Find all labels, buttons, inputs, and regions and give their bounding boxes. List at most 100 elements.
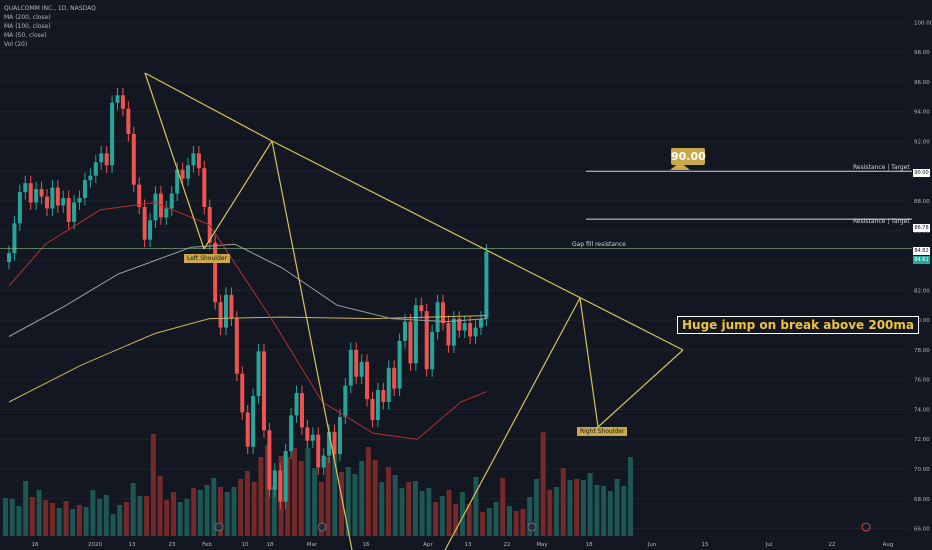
candle-body: [115, 95, 120, 103]
x-tick-label: Jun: [647, 542, 657, 548]
candle-body: [126, 108, 131, 134]
candle-body: [196, 153, 201, 169]
x-tick-label: 18: [586, 542, 593, 548]
candle-body: [191, 153, 196, 166]
candle-body: [321, 455, 326, 468]
volume-bar: [258, 457, 264, 536]
volume-bar: [231, 487, 237, 536]
candle-body: [61, 198, 66, 206]
legend-ma100: MA (100, close): [4, 23, 51, 30]
volume-bar: [312, 468, 318, 536]
volume-bar: [197, 490, 203, 536]
volume-bar: [70, 509, 76, 536]
volume-bar: [392, 475, 398, 536]
volume-bar: [36, 490, 42, 536]
candle-body: [17, 192, 22, 224]
volume-bar: [446, 490, 452, 536]
volume-bar: [621, 486, 627, 536]
candle-body: [120, 95, 125, 109]
candle-body: [66, 198, 71, 222]
earnings-icon: [527, 522, 537, 532]
candle-body: [44, 196, 49, 209]
y-tick-label: 96.00: [914, 80, 930, 86]
candle-body: [240, 373, 245, 413]
ma100-line: [8, 243, 487, 337]
x-tick-label: 10: [242, 542, 249, 548]
candle-body: [299, 393, 304, 428]
candle-body: [397, 340, 402, 389]
volume-bar: [318, 482, 324, 536]
legend-symbol: QUALCOMM INC., 1D, NASDAQ: [4, 5, 96, 12]
candle-body: [28, 183, 33, 203]
x-tick-label: 23: [169, 542, 176, 548]
volume-bar: [614, 479, 620, 536]
candle-body: [316, 434, 321, 468]
volume-bar: [3, 498, 8, 536]
right-shoulder-tag: Right Shoulder: [577, 427, 628, 436]
volume-bar: [379, 482, 385, 536]
y-tick-label: 68.00: [914, 497, 930, 503]
y-tick-label: 72.00: [914, 437, 930, 443]
candle-body: [441, 302, 445, 324]
price-box-8678: 86.78: [913, 224, 930, 232]
volume-bar: [527, 497, 533, 536]
candle-body: [148, 220, 153, 240]
candle-body: [7, 253, 11, 263]
volume-bar: [123, 502, 129, 536]
candle-body: [82, 180, 87, 199]
volume-bar: [332, 454, 338, 536]
candle-body: [229, 294, 234, 319]
candle-body: [251, 396, 256, 447]
trend-line: [597, 349, 684, 428]
volume-bar: [513, 511, 519, 536]
volume-bar: [594, 485, 600, 536]
y-tick-label: 100.00: [914, 20, 932, 26]
volume-bar: [43, 500, 49, 536]
candle-body: [245, 412, 250, 447]
earnings-icon: [317, 522, 327, 532]
volume-bar: [291, 448, 297, 536]
volume-bar: [607, 491, 613, 536]
candle-body: [430, 332, 435, 370]
resistance-label-2: Resistance | Target: [853, 218, 910, 225]
volume-bar: [224, 492, 230, 536]
candle-body: [305, 427, 310, 441]
volume-bar: [110, 514, 116, 536]
price-box-90: 90.00: [913, 169, 930, 177]
volume-bar: [244, 471, 250, 536]
candle-body: [413, 305, 418, 364]
candle-body: [186, 165, 191, 179]
candle-body: [337, 416, 342, 455]
volume-bar: [560, 468, 566, 536]
candle-body: [153, 193, 158, 221]
volume-bar: [507, 506, 512, 536]
volume-bar: [601, 486, 607, 536]
candle-body: [88, 175, 93, 181]
candle-body: [55, 187, 60, 206]
candle-body: [278, 470, 283, 502]
candle-body: [234, 318, 239, 374]
volume-bar: [83, 507, 89, 536]
volume-bar: [520, 509, 526, 536]
volume-bar: [412, 481, 418, 536]
y-tick-label: 74.00: [914, 407, 930, 413]
volume-bar: [191, 488, 197, 536]
candle-body: [202, 168, 207, 207]
y-tick-label: 94.00: [914, 110, 930, 116]
volume-bar: [473, 477, 479, 536]
x-tick-label: 22: [504, 542, 511, 548]
trend-line: [144, 72, 273, 142]
y-tick-label: 80.00: [914, 318, 930, 324]
candle-body: [343, 385, 348, 417]
volume-bar: [406, 482, 412, 536]
gap-fill-label: Gap fill resistance: [572, 241, 626, 248]
volume-bar: [171, 492, 176, 536]
candle-body: [386, 367, 391, 402]
volume-bar: [29, 497, 35, 536]
x-tick-label: 18: [267, 542, 274, 548]
volume-bar: [16, 506, 22, 536]
candle-body: [283, 451, 288, 502]
candle-body: [446, 323, 451, 346]
volume-bar: [298, 461, 304, 536]
